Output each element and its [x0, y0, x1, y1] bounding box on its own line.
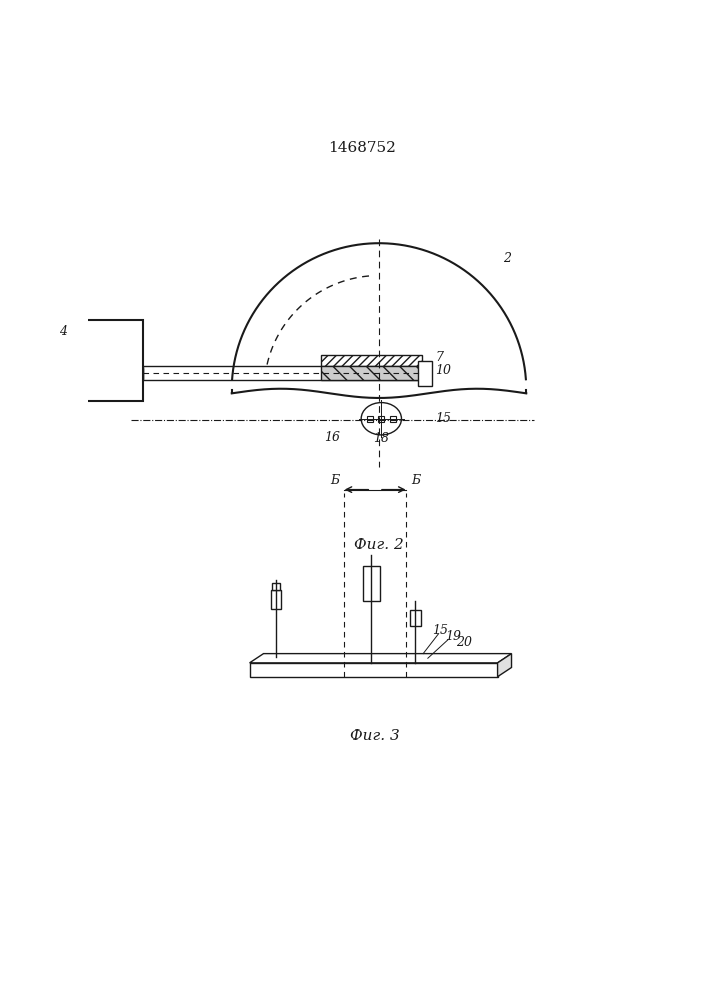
Bar — [363, 566, 380, 601]
Text: 15: 15 — [433, 624, 448, 637]
Text: 10: 10 — [436, 364, 452, 377]
Bar — [390, 416, 396, 422]
Bar — [272, 583, 280, 590]
Text: 4: 4 — [59, 325, 66, 338]
Polygon shape — [498, 654, 512, 677]
Text: 7: 7 — [436, 351, 443, 364]
Bar — [71, 320, 143, 401]
Polygon shape — [250, 654, 512, 663]
Bar — [250, 663, 498, 677]
Text: Б: Б — [330, 474, 339, 487]
Bar — [143, 366, 421, 380]
Bar — [321, 355, 421, 366]
Bar — [321, 366, 421, 380]
Ellipse shape — [361, 403, 402, 435]
Bar — [410, 610, 421, 626]
Text: Фиг. 2: Фиг. 2 — [354, 538, 404, 552]
Bar — [136, 368, 143, 379]
Text: 16: 16 — [325, 431, 341, 444]
Text: 18: 18 — [373, 432, 390, 445]
Bar — [418, 361, 432, 386]
Text: 1468752: 1468752 — [328, 141, 396, 155]
Bar — [271, 590, 281, 609]
Bar — [378, 416, 385, 422]
Text: 20: 20 — [456, 636, 472, 649]
Bar — [367, 416, 373, 422]
Text: 15: 15 — [436, 412, 452, 425]
Text: 2: 2 — [503, 252, 511, 265]
Text: 19: 19 — [445, 630, 461, 643]
Text: Б: Б — [411, 474, 420, 487]
Text: Фиг. 3: Фиг. 3 — [350, 729, 400, 743]
